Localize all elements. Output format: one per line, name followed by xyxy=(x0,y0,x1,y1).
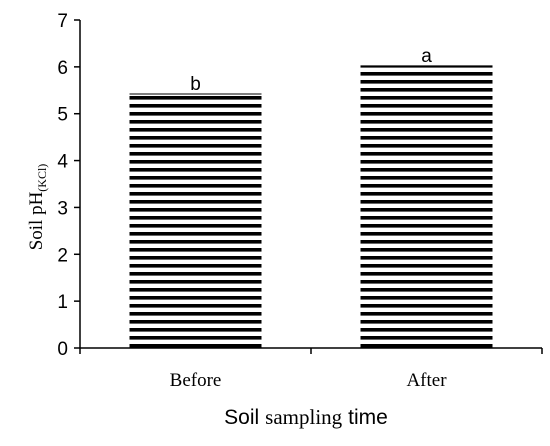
bar-after xyxy=(360,65,493,349)
y-axis-title-subscript: (KCl) xyxy=(35,164,49,192)
y-tick-label: 3 xyxy=(57,198,68,219)
x-axis-title: Soil sampling time xyxy=(224,405,388,429)
significance-letter: b xyxy=(190,74,201,95)
x-tick-label: Before xyxy=(170,370,222,391)
bar-before xyxy=(129,94,262,348)
bars-layer xyxy=(129,65,493,349)
significance-letter: a xyxy=(421,46,432,67)
y-tick-label: 7 xyxy=(57,11,68,32)
x-tick-label: After xyxy=(406,370,447,391)
axes-layer xyxy=(74,19,543,354)
x-axis-title-part2: sampling xyxy=(265,405,342,429)
y-tick-label: 1 xyxy=(57,292,68,313)
y-tick-label: 2 xyxy=(57,245,68,266)
y-axis-title: Soil pH(KCl) xyxy=(26,164,49,251)
y-tick-label: 0 xyxy=(57,339,68,360)
x-axis-title-part3: time xyxy=(348,406,388,429)
y-tick-label: 5 xyxy=(57,105,68,126)
x-axis-title-part1: Soil xyxy=(224,406,259,429)
y-tick-label: 6 xyxy=(57,58,68,79)
y-axis-title-main: Soil pH xyxy=(26,191,47,250)
labels-layer: b Before a After 0 1 2 3 4 5 6 7 xyxy=(57,11,447,391)
y-tick-label: 4 xyxy=(57,152,68,173)
